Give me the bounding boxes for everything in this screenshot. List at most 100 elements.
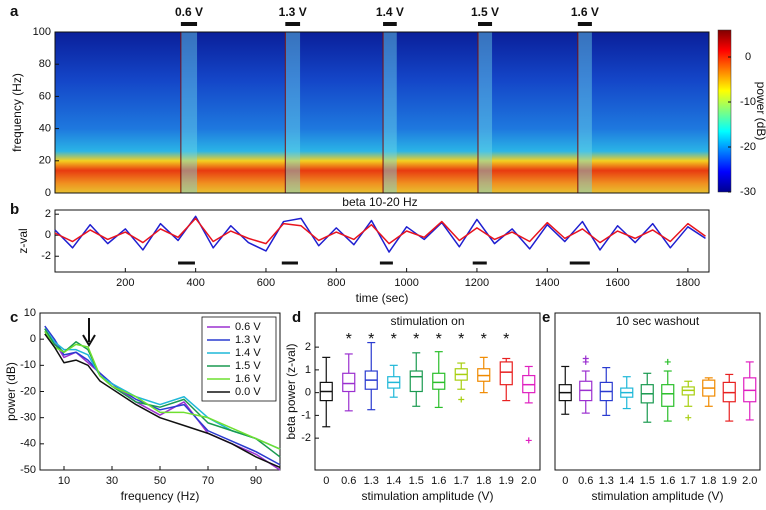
x-tick-label: 1.5: [409, 475, 424, 487]
line: [44, 330, 281, 450]
significance-star: *: [458, 331, 464, 348]
x-tick-label: 400: [186, 277, 204, 289]
x-tick-label: 0.6: [578, 475, 593, 487]
x-tick-label: 2.0: [521, 475, 536, 487]
y-tick-label: 2: [45, 208, 51, 220]
x-tick-label: 50: [154, 475, 166, 487]
y-tick-label: 0: [305, 387, 311, 399]
legend-label: 1.5 V: [235, 360, 261, 372]
x-tick-label: 1.6: [660, 475, 675, 487]
y-tick-label: 10: [24, 307, 36, 319]
x-tick-label: 1.7: [454, 475, 469, 487]
x-tick-label: 1400: [535, 277, 559, 289]
y-tick-label: 0: [30, 333, 36, 345]
x-tick-label: 1.6: [431, 475, 446, 487]
x-tick-label: 1.3: [599, 475, 614, 487]
y-tick-label: 60: [39, 90, 51, 102]
x-axis-label: stimulation amplitude (V): [361, 489, 493, 503]
chart-title: beta 10-20 Hz: [342, 195, 417, 209]
y-tick-label: 40: [39, 123, 51, 135]
x-tick-label: 1.4: [386, 475, 401, 487]
box: [661, 384, 675, 407]
outlier: [664, 358, 671, 365]
x-tick-label: 1.9: [499, 475, 514, 487]
box: [409, 370, 423, 393]
stim-band: [477, 32, 493, 193]
stim-label: 1.4 V: [376, 5, 404, 19]
y-tick-label: -10: [20, 359, 36, 371]
x-tick-label: 1.5: [640, 475, 655, 487]
x-tick-label: 0.6: [341, 475, 356, 487]
significance-star: *: [368, 331, 374, 348]
outlier: [685, 414, 692, 421]
y-tick-label: -20: [20, 385, 36, 397]
y-tick-label: 1: [305, 364, 311, 376]
stim-band: [577, 32, 592, 193]
chart-title: 10 sec washout: [616, 314, 700, 328]
y-tick-label: 100: [33, 26, 51, 38]
stim-band: [180, 32, 198, 193]
panel-label: e: [542, 309, 550, 326]
x-tick-label: 1000: [394, 277, 418, 289]
significance-star: *: [481, 331, 487, 348]
legend-label: 0.0 V: [235, 386, 261, 398]
box: [342, 372, 356, 393]
x-tick-label: 1200: [465, 277, 489, 289]
box: [432, 372, 446, 390]
legend-label: 1.3 V: [235, 334, 261, 346]
y-tick-label: -2: [41, 250, 51, 262]
stim-label: 1.5 V: [471, 5, 499, 19]
x-tick-label: 2.0: [742, 475, 757, 487]
x-tick-label: 1600: [605, 277, 629, 289]
x-tick-label: 1.3: [364, 475, 379, 487]
y-tick-label: -50: [20, 464, 36, 476]
significance-star: *: [503, 331, 509, 348]
y-tick-label: 80: [39, 58, 51, 70]
x-axis-label: time (sec): [356, 291, 409, 305]
panel-label: c: [10, 309, 18, 326]
significance-star: *: [346, 331, 352, 348]
plot-frame: [314, 312, 541, 471]
y-tick-label: -2: [301, 432, 311, 444]
legend: [201, 316, 277, 402]
stim-band: [383, 32, 397, 193]
spectrogram: [55, 32, 709, 193]
colorbar-label: power (dB): [754, 82, 766, 141]
legend-label: 1.6 V: [235, 373, 261, 385]
y-tick-label: 20: [39, 155, 51, 167]
stim-band: [285, 32, 301, 193]
y-tick-label: -1: [301, 409, 311, 421]
y-axis-label: power (dB): [4, 362, 18, 421]
colorbar-tick-label: 0: [745, 51, 751, 63]
significance-star: *: [436, 331, 442, 348]
box: [499, 361, 513, 386]
outlier: [458, 396, 465, 403]
y-tick-label: -30: [20, 412, 36, 424]
line: [54, 217, 706, 245]
legend-label: 0.6 V: [235, 321, 261, 333]
stim-label: 1.6 V: [571, 5, 599, 19]
x-tick-label: 1.9: [722, 475, 737, 487]
panel-label: d: [292, 309, 301, 326]
colorbar-tick-label: -20: [740, 141, 756, 153]
outlier: [525, 437, 532, 444]
panel-label: a: [10, 3, 19, 20]
y-tick-label: 0: [45, 187, 51, 199]
x-tick-label: 10: [58, 475, 70, 487]
x-tick-label: 800: [327, 277, 345, 289]
x-axis-label: frequency (Hz): [121, 489, 200, 503]
x-tick-label: 0: [562, 475, 568, 487]
plot-frame: [554, 312, 761, 471]
y-tick-label: -40: [20, 438, 36, 450]
line: [44, 333, 281, 469]
outlier: [582, 358, 589, 365]
x-axis-label: stimulation amplitude (V): [591, 489, 723, 503]
significance-star: *: [413, 331, 419, 348]
y-axis-label: frequency (Hz): [10, 73, 24, 152]
significance-star: *: [391, 331, 397, 348]
x-tick-label: 1.8: [701, 475, 716, 487]
x-tick-label: 1800: [676, 277, 700, 289]
x-tick-label: 1.8: [476, 475, 491, 487]
colorbar: [717, 29, 732, 193]
